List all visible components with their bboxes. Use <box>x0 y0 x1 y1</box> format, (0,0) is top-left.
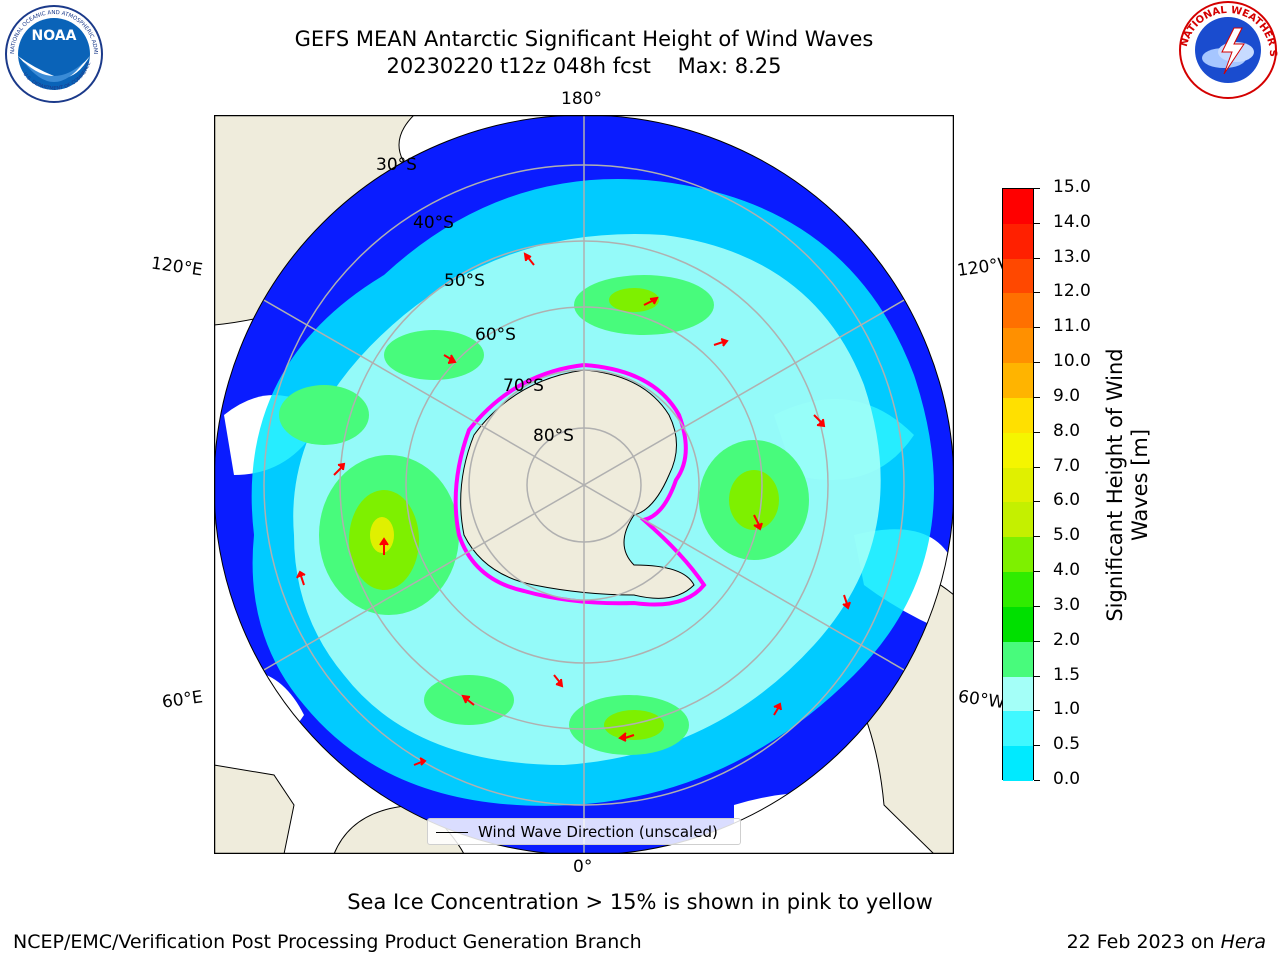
colorbar-tick-label: 15.0 <box>1053 177 1091 197</box>
colorbar-tick-mark <box>1034 640 1040 642</box>
colorbar-tick-mark <box>1034 188 1040 189</box>
colorbar <box>1002 188 1034 782</box>
antarctica-landmass <box>460 369 695 599</box>
colorbar-segment <box>1003 641 1033 678</box>
colorbar-tick-label: 7.0 <box>1053 455 1081 476</box>
lon-label-120e: 120°E <box>149 253 204 281</box>
colorbar-tick-label: 11.0 <box>1053 316 1091 337</box>
sea-ice-edge <box>453 362 707 607</box>
colorbar-tick-label: 6.0 <box>1053 490 1081 511</box>
noaa-logo-text: NOAA <box>32 28 77 44</box>
nws-logo: NATIONAL WEATHER SERVICE <box>1174 0 1278 100</box>
colorbar-title: Significant Height of Wind Waves [m] <box>1103 348 1153 621</box>
colorbar-tick-label: 1.5 <box>1053 664 1081 685</box>
colorbar-segment <box>1003 537 1033 573</box>
colorbar-tick-label: 10.0 <box>1053 351 1091 372</box>
colorbar-tick-mark <box>1034 327 1040 329</box>
colorbar-tick-mark <box>1034 571 1040 573</box>
colorbar-tick-label: 4.0 <box>1053 560 1081 581</box>
lat-label-50s: 50°S <box>444 271 485 291</box>
colorbar-tick-label: 12.0 <box>1053 281 1091 302</box>
colorbar-tick-mark <box>1034 257 1040 259</box>
lon-label-0: 0° <box>573 857 593 877</box>
colorbar-segment <box>1003 467 1033 503</box>
colorbar-segment <box>1003 258 1033 294</box>
colorbar-tick-mark <box>1034 362 1040 364</box>
colorbar-segment <box>1003 606 1033 643</box>
polar-map: 30°S 40°S 50°S 60°S 70°S 80°S <box>213 114 955 855</box>
footer-date-text: 22 Feb 2023 on <box>1066 931 1221 953</box>
colorbar-tick-mark <box>1034 292 1040 294</box>
colorbar-tick-mark <box>1034 675 1040 677</box>
colorbar-tick-mark <box>1034 745 1040 747</box>
colorbar-tick-mark <box>1034 710 1040 712</box>
colorbar-tick-label: 14.0 <box>1053 211 1091 232</box>
colorbar-tick-mark <box>1034 431 1040 433</box>
colorbar-tick-mark <box>1034 536 1040 538</box>
footer-system: Hera <box>1220 931 1266 953</box>
lat-label-40s: 40°S <box>413 213 454 233</box>
colorbar-segment <box>1003 746 1033 782</box>
colorbar-tick-label: 5.0 <box>1053 525 1081 546</box>
colorbar-title-line2: Waves [m] <box>1128 428 1152 542</box>
colorbar-tick-label: 9.0 <box>1053 385 1081 406</box>
legend-label: Wind Wave Direction (unscaled) <box>478 823 718 841</box>
lat-label-60s: 60°S <box>475 325 516 345</box>
noaa-logo: NOAA NATIONAL OCEANIC AND ATMOSPHERIC AD… <box>1 0 104 104</box>
colorbar-segment <box>1003 676 1033 712</box>
colorbar-tick-mark <box>1034 396 1040 398</box>
legend-line-sample <box>436 832 468 833</box>
colorbar-segment <box>1003 293 1033 329</box>
colorbar-tick-mark <box>1034 222 1040 224</box>
colorbar-segment <box>1003 189 1033 225</box>
colorbar-tick-mark <box>1034 605 1040 607</box>
lon-label-180: 180° <box>561 89 602 109</box>
colorbar-title-line1: Significant Height of Wind <box>1103 348 1127 622</box>
colorbar-segment <box>1003 572 1033 608</box>
map-legend: Wind Wave Direction (unscaled) <box>427 818 741 845</box>
colorbar-tick-mark <box>1034 466 1040 468</box>
colorbar-tick-label: 13.0 <box>1053 246 1091 267</box>
colorbar-tick-mark <box>1034 780 1040 781</box>
colorbar-segment <box>1003 363 1033 399</box>
colorbar-segment <box>1003 711 1033 747</box>
lat-label-30s: 30°S <box>376 155 417 175</box>
colorbar-segment <box>1003 223 1033 260</box>
colorbar-segment <box>1003 432 1033 469</box>
colorbar-tick-mark <box>1034 501 1040 503</box>
map-subtitle: 20230220 t12z 048h fcst Max: 8.25 <box>386 54 782 78</box>
lon-label-60e: 60°E <box>160 687 205 713</box>
lat-label-80s: 80°S <box>533 426 574 446</box>
colorbar-tick-label: 1.0 <box>1053 699 1081 720</box>
lat-label-70s: 70°S <box>503 376 544 396</box>
colorbar-tick-label: 2.0 <box>1053 629 1081 650</box>
colorbar-tick-label: 8.0 <box>1053 420 1081 441</box>
colorbar-segment <box>1003 328 1033 364</box>
africa-landmass <box>214 764 295 854</box>
sea-ice-caption: Sea Ice Concentration > 15% is shown in … <box>347 890 933 914</box>
colorbar-segment <box>1003 502 1033 538</box>
colorbar-tick-label: 3.0 <box>1053 594 1081 615</box>
colorbar-tick-label: 0.5 <box>1053 734 1081 755</box>
lon-label-60w: 60°W <box>956 686 1007 714</box>
wind-wave-arrows <box>296 252 851 766</box>
footer-date: 22 Feb 2023 on Hera <box>1067 931 1266 953</box>
colorbar-tick-label: 0.0 <box>1053 769 1081 789</box>
colorbar-segment <box>1003 397 1033 434</box>
footer-org: NCEP/EMC/Verification Post Processing Pr… <box>13 931 642 953</box>
map-title: GEFS MEAN Antarctic Significant Height o… <box>294 27 874 51</box>
